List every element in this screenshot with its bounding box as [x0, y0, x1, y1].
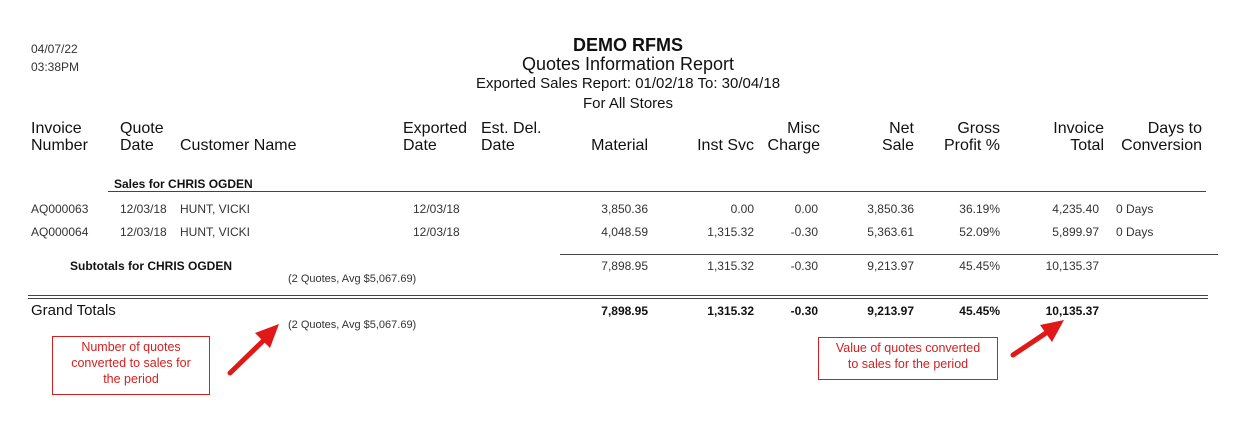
cell-inst-svc: 0.00: [730, 202, 754, 216]
cell-gross-profit: 52.09%: [959, 225, 1000, 239]
cell-exported: 12/03/18: [413, 225, 460, 239]
subtotal-invoice-total: 10,135.37: [1045, 259, 1099, 273]
header-quote-date: Quote Date: [120, 120, 164, 154]
arrow-right-icon: [1010, 320, 1064, 358]
report-scope: For All Stores: [582, 95, 674, 112]
print-date: 04/07/22: [31, 42, 78, 56]
cell-material: 3,850.36: [601, 202, 648, 216]
grand-total-invoice-total: 10,135.37: [1045, 304, 1099, 318]
cell-gross-profit: 36.19%: [959, 202, 1000, 216]
header-gross-profit: Gross Profit %: [943, 120, 1000, 154]
subtotal-misc: -0.30: [790, 259, 818, 273]
report-title: Quotes Information Report: [521, 54, 735, 74]
cell-misc: -0.30: [790, 225, 818, 239]
cell-customer: HUNT, VICKI: [180, 202, 251, 216]
header-days-to-conversion: Days to Conversion: [1121, 120, 1202, 154]
cell-invoice-total: 5,899.97: [1052, 225, 1099, 239]
cell-days: 0 Days: [1116, 225, 1154, 239]
cell-invoice-total: 4,235.40: [1052, 202, 1099, 216]
report-subtitle: Exported Sales Report: 01/02/18 To: 30/0…: [475, 75, 781, 92]
grand-total-misc: -0.30: [790, 304, 818, 318]
arrow-left-icon: [227, 324, 279, 376]
cell-invoice: AQ000064: [31, 225, 89, 239]
cell-net-sale: 5,363.61: [867, 225, 914, 239]
header-inst-svc: Inst Svc: [697, 137, 754, 154]
grand-total-quotes-note: (2 Quotes, Avg $5,067.69): [288, 319, 417, 331]
subtotal-net-sale: 9,213.97: [867, 259, 914, 273]
header-misc-charge: Misc Charge: [767, 120, 820, 154]
cell-material: 4,048.59: [601, 225, 648, 239]
group-divider: [108, 191, 1206, 192]
grand-total-material: 7,898.95: [601, 304, 648, 318]
header-invoice-total: Invoice Total: [1053, 120, 1104, 154]
header-customer-name: Customer Name: [180, 137, 297, 154]
cell-inst-svc: 1,315.32: [707, 225, 754, 239]
grand-total-gross-profit: 45.45%: [959, 304, 1000, 318]
grand-total-net-sale: 9,213.97: [867, 304, 914, 318]
callout-quote-count: Number of quotes converted to sales for …: [52, 336, 210, 395]
callout-quote-value: Value of quotes converted to sales for t…: [818, 337, 998, 380]
cell-invoice: AQ000063: [31, 202, 89, 216]
grand-total-divider-bottom: [28, 298, 1208, 299]
cell-quote-date: 12/03/18: [120, 202, 167, 216]
subtotal-inst-svc: 1,315.32: [707, 259, 754, 273]
subtotal-label: Subtotals for CHRIS OGDEN: [70, 259, 233, 273]
print-time: 03:38PM: [31, 60, 80, 74]
cell-net-sale: 3,850.36: [867, 202, 914, 216]
subtotal-gross-profit: 45.45%: [959, 259, 1000, 273]
cell-days: 0 Days: [1116, 202, 1154, 216]
subtotal-quotes-note: (2 Quotes, Avg $5,067.69): [288, 273, 417, 285]
subtotal-divider: [560, 254, 1218, 255]
group-title: Sales for CHRIS OGDEN: [114, 177, 253, 191]
cell-quote-date: 12/03/18: [120, 225, 167, 239]
header-exported-date: Exported Date: [403, 120, 468, 154]
grand-total-inst-svc: 1,315.32: [707, 304, 754, 318]
subtotal-material: 7,898.95: [601, 259, 648, 273]
cell-misc: 0.00: [794, 202, 818, 216]
header-net-sale: Net Sale: [881, 120, 914, 154]
grand-total-label: Grand Totals: [31, 302, 116, 319]
header-material: Material: [591, 137, 648, 154]
header-est-del-date: Est. Del. Date: [481, 120, 542, 154]
cell-customer: HUNT, VICKI: [180, 225, 251, 239]
company-name: DEMO RFMS: [573, 35, 683, 55]
header-invoice-number: Invoice Number: [31, 120, 88, 154]
grand-total-divider-top: [28, 295, 1208, 296]
cell-exported: 12/03/18: [413, 202, 460, 216]
